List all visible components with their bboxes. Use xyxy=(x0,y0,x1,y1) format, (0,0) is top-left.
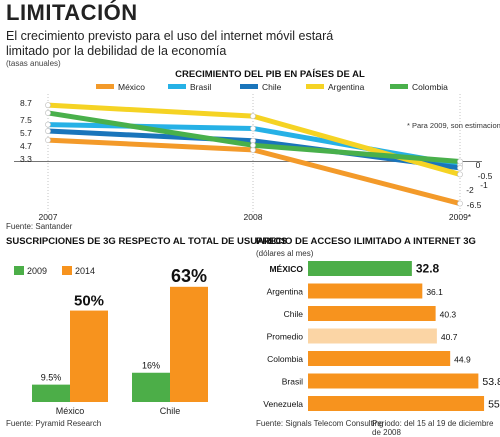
subs-bar-label-chile-2014: 63% xyxy=(171,266,207,286)
subs-legend-label-2009: 2009 xyxy=(27,266,47,276)
pib-left-labels: 8.7 7.5 5.7 4.7 3.3 xyxy=(20,98,32,164)
subs-bar-label-mexico-2009: 9.5% xyxy=(41,373,62,383)
subs-legend-swatch-2009 xyxy=(14,266,24,275)
price-source: Fuente: Signals Telecom Consulting xyxy=(256,419,384,428)
pib-legend-label-argentina: Argentina xyxy=(328,82,365,92)
pib-legend-swatch-colombia xyxy=(390,84,408,89)
pib-right-labels: 0-0.5-1 -2 -6.5 xyxy=(466,160,492,210)
price-bar-promedio xyxy=(308,328,437,344)
pib-points xyxy=(45,102,463,207)
pib-point-mexico-0 xyxy=(45,137,51,144)
subs-legend-swatch-2014 xyxy=(62,266,72,275)
pib-series-lines xyxy=(45,102,463,207)
subs-bar-mexico-2009 xyxy=(32,384,70,402)
pib-x-ticks: 2007 2008 2009* xyxy=(39,212,472,222)
pib-right-label-4: -6.5 xyxy=(467,200,482,210)
price-category-venezuela: Venezuela xyxy=(263,399,303,409)
price-category-chile: Chile xyxy=(284,309,304,319)
subs-bar-chile-2009 xyxy=(132,372,170,402)
subs-bar-mexico-2014 xyxy=(70,310,108,402)
price-bar-colombia xyxy=(308,351,451,366)
subs-bar-label-chile-2009: 16% xyxy=(142,361,160,371)
price-category-colombia: Colombia xyxy=(267,354,303,364)
pib-note: * Para 2009, son estimaciones xyxy=(407,121,500,130)
pib-point-argentina-2 xyxy=(457,171,463,178)
price-value-chile: 40.3 xyxy=(440,310,457,320)
unit-note: (tasas anuales) xyxy=(6,59,61,68)
price-chart-title: PRECIO DE ACCESO ILIMITADO A INTERNET 3G xyxy=(256,236,476,247)
pib-legend: México Brasil Chile Argentina Colombia xyxy=(96,82,448,92)
pib-right-label-1: -0.5 xyxy=(478,171,493,181)
subs-legend-label-2014: 2014 xyxy=(75,266,95,276)
pib-left-label-2: 5.7 xyxy=(20,128,32,138)
pib-point-brasil-0 xyxy=(45,121,51,128)
price-bar-chile xyxy=(308,306,436,321)
pib-legend-label-colombia: Colombia xyxy=(412,82,448,92)
pib-point-chile-0 xyxy=(45,128,51,134)
price-value-brasil: 53.8 xyxy=(482,376,500,388)
pib-point-brasil-1 xyxy=(250,125,256,132)
subs-bars xyxy=(32,286,208,402)
price-category-promedio: Promedio xyxy=(267,332,304,342)
price-period: Periodo: del 15 al 19 de diciembre de 20… xyxy=(372,419,494,437)
price-value-argentina: 36.1 xyxy=(426,287,443,297)
price-value-promedio: 40.7 xyxy=(441,332,458,342)
pib-line-chart: CRECIMIENTO DEL PIB EN PAÍSES DE AL Méxi… xyxy=(14,69,500,222)
pib-x-tick-0: 2007 xyxy=(39,212,58,222)
pib-point-argentina-0 xyxy=(45,102,51,109)
pib-x-tick-2: 2009* xyxy=(449,212,472,222)
price-value-venezuela: 55.6 xyxy=(488,399,500,411)
price-category-argentina: Argentina xyxy=(267,287,304,297)
pib-x-tick-1: 2008 xyxy=(244,212,263,222)
subs-source: Fuente: Pyramid Research xyxy=(6,419,102,428)
pib-point-colombia-1 xyxy=(250,142,256,149)
price-bar-argentina xyxy=(308,283,423,299)
pib-point-mexico-2 xyxy=(457,200,463,207)
price-bar-brasil xyxy=(308,373,479,389)
pib-left-label-0: 8.7 xyxy=(20,98,32,108)
pib-left-label-3: 4.7 xyxy=(20,141,32,151)
price-hbar-chart: MÉXICO 32.8 Argentina 36.1 Chile 40.3 Promedio… xyxy=(263,261,500,411)
pib-point-argentina-1 xyxy=(250,113,256,120)
price-category-brasil: Brasil xyxy=(282,377,303,387)
price-rows: MÉXICO 32.8 Argentina 36.1 Chile 40.3 Promedio… xyxy=(263,261,500,411)
pib-point-colombia-0 xyxy=(45,110,51,116)
pib-left-label-4: 3.3 xyxy=(20,154,32,164)
price-value-colombia: 44.9 xyxy=(454,355,471,365)
pib-line-colombia xyxy=(45,110,463,164)
subs-bar-labels: 9.5% 50% 16% 63% xyxy=(41,266,207,383)
subhead: El crecimiento previsto para el uso del … xyxy=(6,29,334,58)
pib-legend-label-brasil: Brasil xyxy=(190,82,211,92)
pib-legend-swatch-mexico xyxy=(96,84,114,89)
subs-chart-title: SUSCRIPCIONES DE 3G RESPECTO AL TOTAL DE… xyxy=(6,236,288,247)
pib-point-colombia-2 xyxy=(457,158,463,165)
subs-bar-chile-2014 xyxy=(170,286,208,402)
subs-categories: México Chile xyxy=(56,406,181,415)
pib-legend-swatch-brasil xyxy=(168,84,186,89)
pib-right-label-0: 0 xyxy=(476,160,481,170)
pib-right-label-2: -1 xyxy=(480,180,488,190)
price-chart-subtitle: (dólares al mes) xyxy=(256,249,314,258)
subs-bar-chart: 2009 2014 9.5% 50% 16% 63% México Chile xyxy=(14,266,208,415)
pib-legend-swatch-chile xyxy=(240,84,258,89)
price-bar-mexico xyxy=(308,261,412,276)
pib-source: Fuente: Santander xyxy=(6,222,73,231)
pib-right-label-3: -2 xyxy=(466,185,474,195)
price-value-mexico: 32.8 xyxy=(416,262,440,276)
pib-legend-label-mexico: México xyxy=(118,82,145,92)
price-bar-venezuela xyxy=(308,396,485,411)
headline: LIMITACIÓN xyxy=(6,0,138,25)
pib-legend-swatch-argentina xyxy=(306,84,324,89)
subs-legend: 2009 2014 xyxy=(14,266,95,276)
subs-bar-label-mexico-2014: 50% xyxy=(74,293,104,310)
pib-left-label-1: 7.5 xyxy=(20,115,32,125)
pib-legend-label-chile: Chile xyxy=(262,82,282,92)
subs-category-mexico: México xyxy=(56,406,85,415)
pib-point-chile-2 xyxy=(457,165,463,171)
pib-chart-title: CRECIMIENTO DEL PIB EN PAÍSES DE AL xyxy=(175,69,365,80)
price-category-mexico: MÉXICO xyxy=(269,264,303,274)
subs-category-chile: Chile xyxy=(160,406,181,415)
